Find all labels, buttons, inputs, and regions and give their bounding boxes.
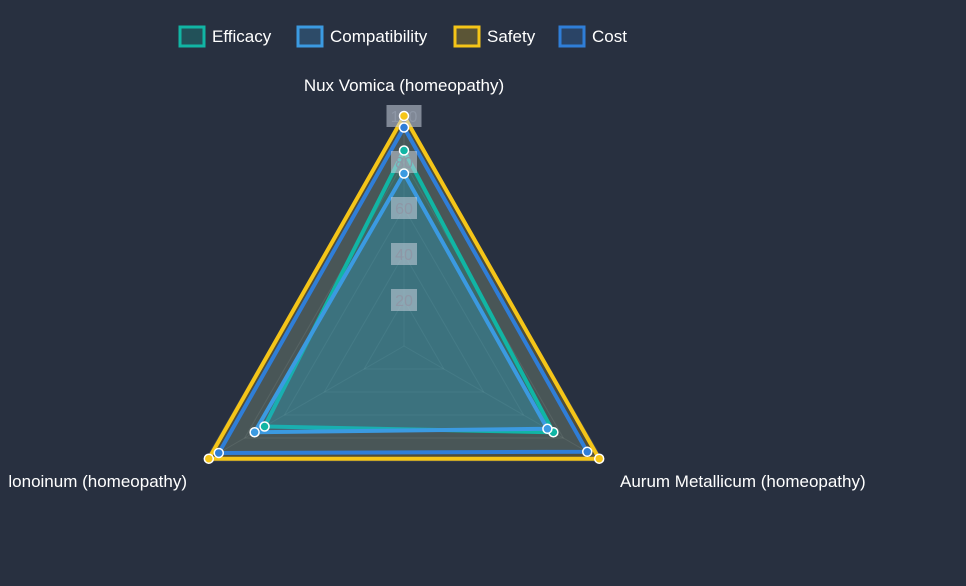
axis-label-2: lonoinum (homeopathy) [8,472,187,491]
point-cost-0[interactable] [398,122,410,133]
legend-label: Compatibility [330,27,428,46]
legend-label: Safety [487,27,536,46]
point-compatibility-0[interactable] [398,168,410,179]
legend-label: Efficacy [212,27,272,46]
grid-spoke [403,345,604,462]
tick-label-60: 60 [391,197,417,219]
tick-label-40: 40 [391,243,417,265]
point-safety-1[interactable] [593,453,605,464]
point-cost-2[interactable] [213,447,225,459]
axis-labels: Nux Vomica (homeopathy) Aurum Metallicum … [8,76,865,491]
series-area-safety [205,111,603,461]
tick-backdrop [391,197,417,219]
radial-ticks: 20406080100 [386,105,422,311]
grid-ring [283,207,525,416]
point-efficacy-2[interactable] [259,421,270,432]
tick-text: 20 [395,293,413,310]
series-points [203,110,605,464]
grid-ring [363,298,445,370]
tick-text: 80 [395,155,413,172]
tick-label-20: 20 [391,289,417,311]
legend-item-safety[interactable]: Safety [453,25,536,48]
legend-swatch [558,25,586,48]
point-compatibility-2[interactable] [249,427,260,438]
legend-item-cost[interactable]: Cost [558,25,627,48]
tick-text: 40 [395,247,413,264]
point-safety-2[interactable] [203,453,215,464]
tick-label-80: 80 [391,151,417,173]
tick-text: 60 [395,201,413,218]
axis-label-0: Nux Vomica (homeopathy) [304,76,504,95]
legend-swatch [296,25,324,48]
grid-spoke [204,345,405,462]
tick-backdrop [391,151,417,173]
point-safety-0[interactable] [398,110,410,122]
legend-swatch [453,25,481,48]
legend-label: Cost [592,27,627,46]
point-cost-1[interactable] [582,446,593,458]
point-compatibility-1[interactable] [542,423,553,435]
legend: Efficacy Compatibility Safety Cost [178,25,627,48]
axis-label-1: Aurum Metallicum (homeopathy) [620,472,866,491]
legend-item-efficacy[interactable]: Efficacy [178,25,272,48]
tick-backdrop [391,243,417,265]
grid-ring [323,253,485,393]
legend-item-compatibility[interactable]: Compatibility [296,25,428,48]
tick-backdrop [391,289,417,311]
legend-swatch [178,25,206,48]
point-efficacy-0[interactable] [398,145,410,156]
